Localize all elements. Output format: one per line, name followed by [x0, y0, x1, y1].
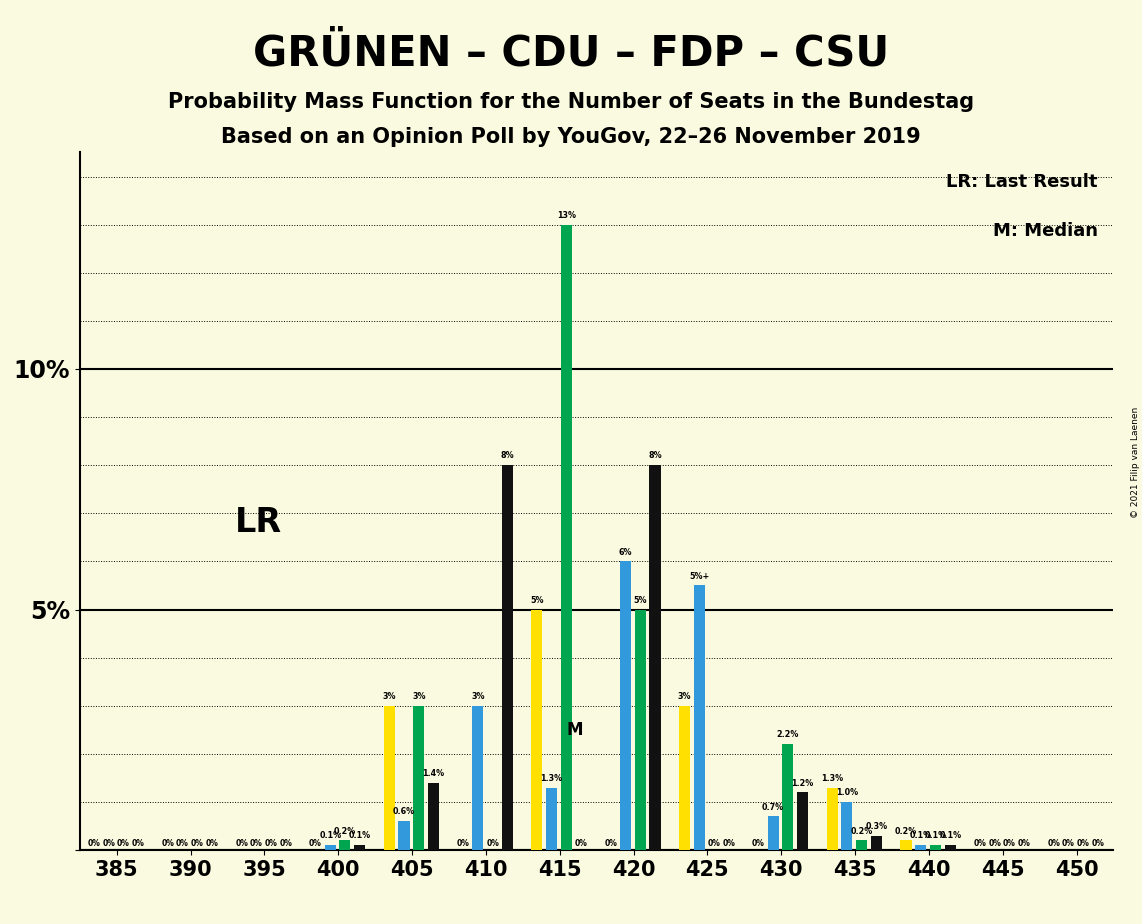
- Text: 1.3%: 1.3%: [821, 773, 843, 783]
- Text: 0.7%: 0.7%: [762, 803, 785, 811]
- Text: 2.2%: 2.2%: [777, 731, 799, 739]
- Bar: [842, 802, 852, 850]
- Bar: [650, 465, 660, 850]
- Text: 0%: 0%: [486, 839, 499, 847]
- Bar: [413, 706, 425, 850]
- Bar: [531, 610, 542, 850]
- Text: 1.3%: 1.3%: [540, 773, 563, 783]
- Text: 0%: 0%: [1077, 839, 1089, 847]
- Text: Probability Mass Function for the Number of Seats in the Bundestag: Probability Mass Function for the Number…: [168, 92, 974, 113]
- Text: 0.1%: 0.1%: [348, 832, 371, 841]
- Bar: [930, 845, 941, 850]
- Bar: [944, 845, 956, 850]
- Text: 0.2%: 0.2%: [895, 827, 917, 835]
- Text: 0%: 0%: [1003, 839, 1015, 847]
- Bar: [797, 793, 809, 850]
- Text: 0%: 0%: [191, 839, 203, 847]
- Text: 0%: 0%: [161, 839, 175, 847]
- Text: 5%: 5%: [530, 596, 544, 604]
- Text: 0%: 0%: [265, 839, 278, 847]
- Bar: [473, 706, 483, 850]
- Text: GRÜNEN – CDU – FDP – CSU: GRÜNEN – CDU – FDP – CSU: [252, 32, 890, 74]
- Text: 0%: 0%: [751, 839, 765, 847]
- Bar: [694, 586, 705, 850]
- Text: 0%: 0%: [131, 839, 145, 847]
- Text: 0%: 0%: [574, 839, 588, 847]
- Text: 0.1%: 0.1%: [939, 832, 962, 841]
- Text: M: Median: M: Median: [992, 222, 1097, 240]
- Text: 1.4%: 1.4%: [423, 769, 444, 778]
- Bar: [915, 845, 926, 850]
- Bar: [635, 610, 645, 850]
- Text: 0%: 0%: [118, 839, 130, 847]
- Bar: [782, 744, 794, 850]
- Bar: [679, 706, 690, 850]
- Text: 0.1%: 0.1%: [319, 832, 341, 841]
- Bar: [354, 845, 365, 850]
- Bar: [620, 562, 632, 850]
- Text: 0.3%: 0.3%: [866, 821, 887, 831]
- Text: 3%: 3%: [412, 692, 426, 701]
- Text: 0%: 0%: [103, 839, 115, 847]
- Text: 0%: 0%: [457, 839, 469, 847]
- Text: 0%: 0%: [280, 839, 292, 847]
- Text: 1.2%: 1.2%: [791, 779, 814, 787]
- Text: 0.2%: 0.2%: [851, 827, 872, 835]
- Text: 3%: 3%: [678, 692, 691, 701]
- Text: LR: Last Result: LR: Last Result: [947, 174, 1097, 191]
- Text: 0%: 0%: [1047, 839, 1060, 847]
- Text: 0%: 0%: [309, 839, 322, 847]
- Text: 3%: 3%: [472, 692, 484, 701]
- Text: 8%: 8%: [649, 452, 662, 460]
- Bar: [399, 821, 410, 850]
- Bar: [901, 841, 911, 850]
- Bar: [428, 783, 439, 850]
- Bar: [546, 787, 557, 850]
- Text: 1.0%: 1.0%: [836, 788, 858, 797]
- Text: 6%: 6%: [619, 548, 633, 556]
- Text: 5%: 5%: [634, 596, 648, 604]
- Bar: [767, 817, 779, 850]
- Text: Based on an Opinion Poll by YouGov, 22–26 November 2019: Based on an Opinion Poll by YouGov, 22–2…: [222, 127, 920, 147]
- Text: 0%: 0%: [1018, 839, 1030, 847]
- Text: 0%: 0%: [973, 839, 987, 847]
- Text: 0.1%: 0.1%: [910, 832, 932, 841]
- Text: 8%: 8%: [500, 452, 514, 460]
- Text: 0%: 0%: [206, 839, 218, 847]
- Text: © 2021 Filip van Laenen: © 2021 Filip van Laenen: [1131, 407, 1140, 517]
- Text: M: M: [566, 721, 582, 739]
- Bar: [856, 841, 867, 850]
- Text: 0%: 0%: [708, 839, 721, 847]
- Text: 0%: 0%: [1092, 839, 1104, 847]
- Text: 0%: 0%: [88, 839, 100, 847]
- Bar: [324, 845, 336, 850]
- Text: LR: LR: [235, 506, 282, 540]
- Text: 5%+: 5%+: [689, 572, 709, 580]
- Text: 13%: 13%: [557, 211, 576, 220]
- Bar: [827, 787, 838, 850]
- Bar: [561, 225, 572, 850]
- Text: 0%: 0%: [604, 839, 617, 847]
- Text: 0.6%: 0.6%: [393, 808, 415, 817]
- Text: 0%: 0%: [176, 839, 188, 847]
- Text: 0.1%: 0.1%: [925, 832, 947, 841]
- Bar: [339, 841, 351, 850]
- Text: 0%: 0%: [723, 839, 735, 847]
- Bar: [871, 835, 882, 850]
- Text: 0.2%: 0.2%: [333, 827, 356, 835]
- Bar: [384, 706, 395, 850]
- Text: 0%: 0%: [988, 839, 1002, 847]
- Text: 0%: 0%: [1062, 839, 1075, 847]
- Text: 0%: 0%: [235, 839, 248, 847]
- Text: 0%: 0%: [250, 839, 263, 847]
- Text: 3%: 3%: [383, 692, 396, 701]
- Bar: [501, 465, 513, 850]
